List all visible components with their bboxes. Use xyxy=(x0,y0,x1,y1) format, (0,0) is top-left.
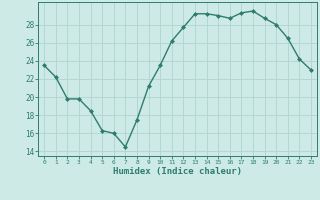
X-axis label: Humidex (Indice chaleur): Humidex (Indice chaleur) xyxy=(113,167,242,176)
